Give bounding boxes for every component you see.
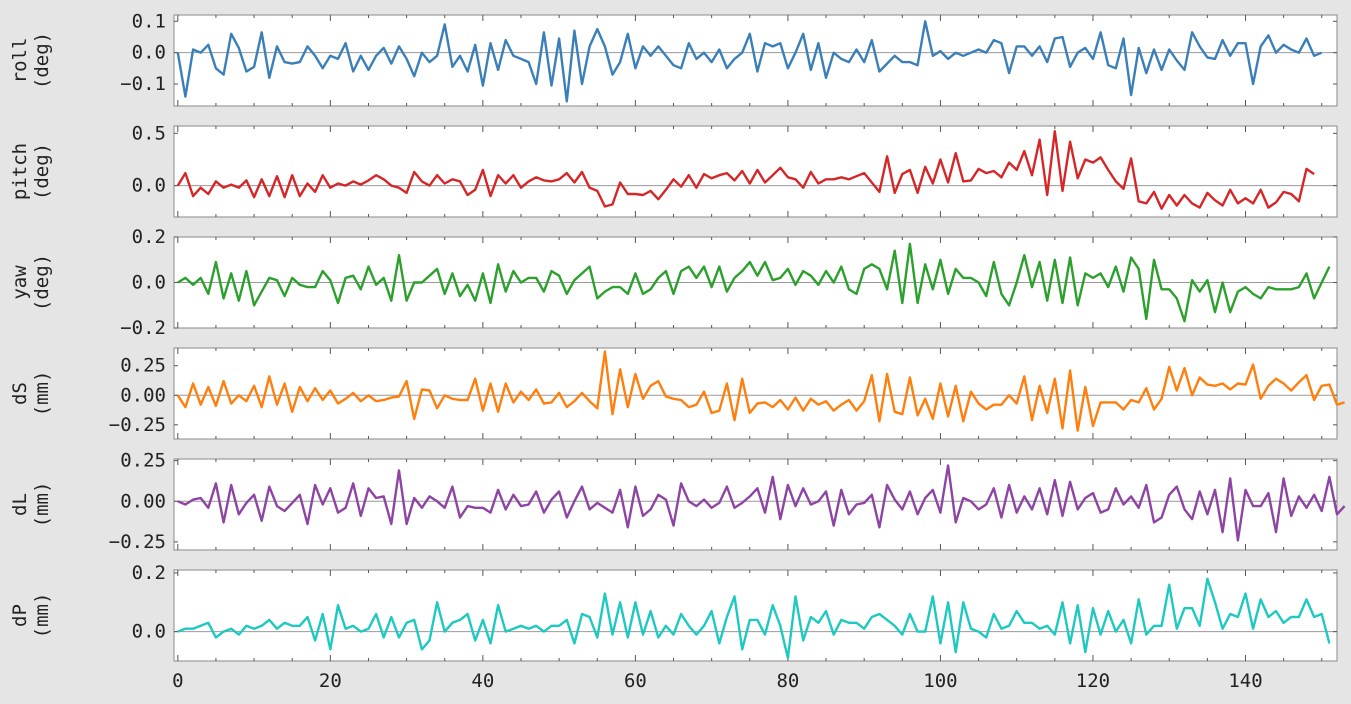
panel-yaw: 0.2 0.0 −0.2 yaw(deg) (9, 226, 1338, 339)
x-tick-label: 40 (471, 670, 494, 692)
y-tick-label: 0.2 (132, 226, 166, 248)
y-axis-label-line: yaw (9, 265, 31, 300)
x-tick-label: 100 (923, 670, 957, 692)
series-line-dS (176, 350, 1345, 432)
y-axis-label-line: dS (9, 382, 31, 405)
panel-dS: 0.25 0.00 −0.25 dS(mm) (9, 347, 1345, 440)
y-tick-label: −0.1 (120, 73, 166, 95)
y-tick-label: −0.2 (120, 317, 166, 339)
y-tick-label: −0.25 (109, 414, 166, 436)
plot-area (173, 458, 1338, 551)
x-tick-label: 60 (624, 670, 647, 692)
y-tick-label: 0.0 (132, 175, 166, 197)
panel-dL: 0.25 0.00 −0.25 dL(mm) (9, 450, 1346, 553)
y-tick-label: 0.0 (132, 42, 166, 64)
panel-pitch: 0.5 0.0 pitch(deg) (9, 122, 1338, 218)
series-line-pitch (176, 129, 1315, 210)
y-axis-label-line: (deg) (31, 254, 53, 311)
y-axis-label: yaw(deg) (9, 254, 53, 311)
y-tick-label: 0.25 (120, 450, 166, 472)
y-axis-label-line: (deg) (31, 143, 53, 200)
y-tick-label: 0.0 (132, 621, 166, 643)
panel-dP: 0.2 0.0 dP(mm) (9, 562, 1338, 662)
y-axis-label: dS(mm) (9, 371, 53, 417)
y-axis-label: roll(deg) (9, 32, 53, 89)
y-axis-label: dP(mm) (9, 593, 53, 639)
y-axis-label: pitch(deg) (9, 143, 53, 200)
y-axis-label-line: (deg) (31, 32, 53, 89)
y-axis-label-line: (mm) (31, 482, 53, 528)
y-tick-label: −0.25 (109, 531, 166, 553)
y-axis-label-line: roll (9, 38, 31, 84)
x-tick-label: 120 (1076, 670, 1110, 692)
series-line-dL (177, 464, 1346, 542)
y-tick-label: 0.00 (120, 490, 166, 512)
x-tick-label: 80 (776, 670, 799, 692)
x-tick-label: 0 (172, 670, 183, 692)
panel-roll: 0.1 0.0 −0.1 roll(deg) (9, 10, 1338, 107)
y-axis-label-line: dP (9, 604, 31, 627)
y-tick-label: 0.2 (132, 562, 166, 584)
y-tick-label: 0.00 (120, 384, 166, 406)
x-tick-label: 20 (319, 670, 342, 692)
y-axis-label-line: (mm) (31, 371, 53, 417)
y-tick-label: 0.25 (120, 355, 166, 377)
series-line-yaw (177, 242, 1331, 323)
x-axis: 0 20 40 60 80 100 120 140 (172, 670, 1263, 692)
series-line-roll (176, 20, 1323, 103)
x-tick-label: 140 (1228, 670, 1262, 692)
y-axis-label-line: (mm) (31, 593, 53, 639)
y-axis-label-line: dL (9, 493, 31, 516)
y-tick-label: 0.1 (132, 10, 166, 32)
y-axis-label-line: pitch (9, 143, 31, 200)
y-tick-label: 0.5 (132, 122, 166, 144)
series-line-dP (177, 577, 1331, 660)
y-tick-label: 0.0 (132, 272, 166, 294)
y-axis-label: dL(mm) (9, 482, 53, 528)
